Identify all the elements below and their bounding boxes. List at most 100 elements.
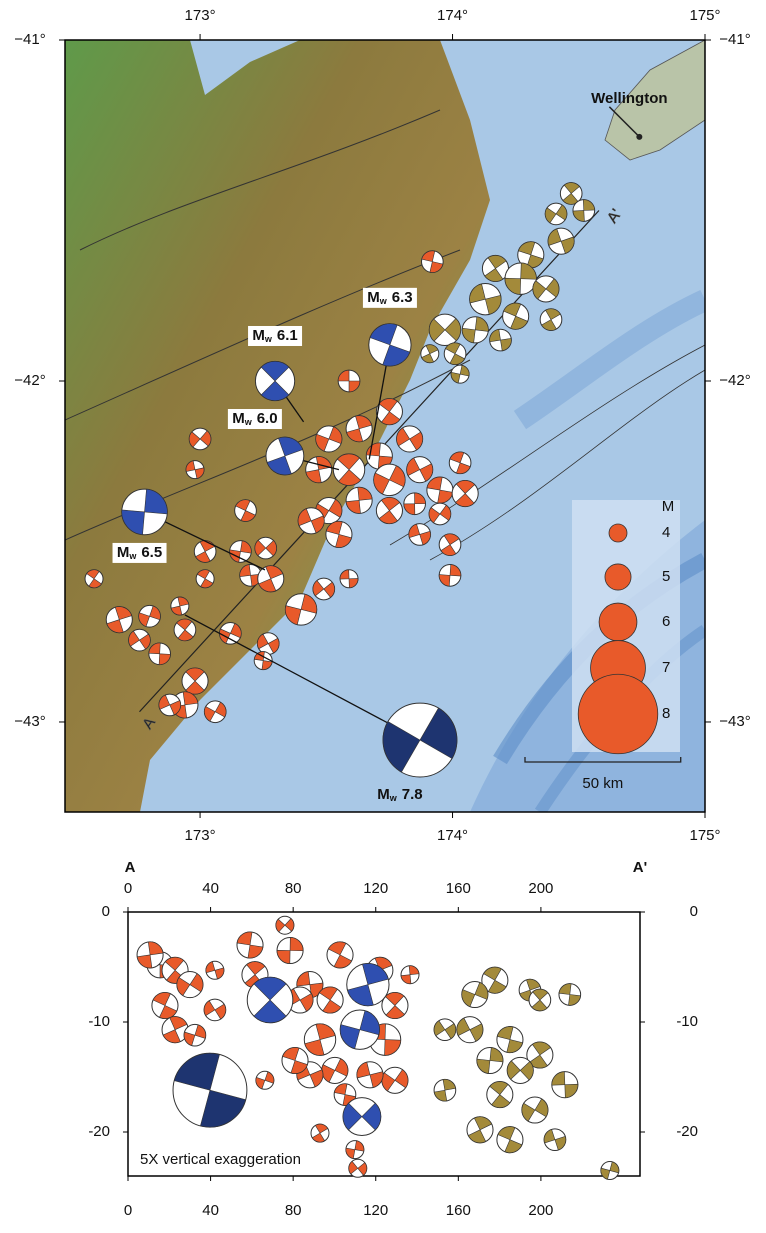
magnitude-value: 6.5 bbox=[141, 544, 162, 561]
focal-mechanism bbox=[343, 1098, 381, 1136]
focal-mechanism bbox=[601, 1162, 619, 1180]
focal-mechanism bbox=[256, 1071, 274, 1089]
focal-mechanism bbox=[306, 457, 332, 483]
focal-mechanism bbox=[230, 541, 252, 563]
focal-mechanism bbox=[340, 1010, 379, 1049]
focal-mechanism bbox=[346, 487, 372, 513]
magnitude-symbol: M bbox=[377, 786, 390, 803]
y-tick-label: -10 bbox=[88, 1013, 110, 1030]
magnitude-value: 6.3 bbox=[392, 289, 413, 306]
focal-mechanism bbox=[429, 503, 451, 525]
focal-mechanism bbox=[85, 570, 103, 588]
focal-mechanism bbox=[347, 963, 389, 1005]
focal-mechanism bbox=[276, 916, 294, 934]
focal-mechanism bbox=[349, 1159, 367, 1177]
focal-mechanism bbox=[194, 541, 216, 563]
focal-mechanism bbox=[174, 619, 196, 641]
magnitude-value: 6.0 bbox=[257, 410, 278, 427]
focal-mechanism bbox=[421, 251, 443, 273]
legend-symbol bbox=[605, 564, 631, 590]
focal-mechanism bbox=[401, 966, 419, 984]
focal-mechanism bbox=[257, 633, 279, 655]
y-tick-label: 0 bbox=[690, 903, 698, 920]
magnitude-subscript: w bbox=[264, 334, 273, 344]
focal-mechanism bbox=[326, 521, 352, 547]
focal-mechanism bbox=[434, 1079, 456, 1101]
x-tick-label: 175° bbox=[689, 827, 720, 844]
x-tick-label: 200 bbox=[528, 1202, 553, 1219]
focal-mechanism bbox=[177, 972, 203, 998]
focal-mechanism bbox=[522, 1097, 548, 1123]
x-tick-label: 40 bbox=[202, 880, 219, 897]
focal-mechanism bbox=[204, 701, 226, 723]
y-tick-label: -20 bbox=[676, 1123, 698, 1140]
focal-mechanism bbox=[503, 303, 529, 329]
focal-mechanism bbox=[106, 607, 132, 633]
focal-mechanism bbox=[311, 1124, 329, 1142]
focal-mechanism bbox=[404, 493, 426, 515]
focal-mechanism bbox=[357, 1062, 383, 1088]
focal-mechanism bbox=[407, 457, 433, 483]
legend-symbol bbox=[609, 524, 627, 542]
x-tick-label: 174° bbox=[437, 7, 468, 24]
x-tick-label: 200 bbox=[528, 880, 553, 897]
x-tick-label: 173° bbox=[185, 7, 216, 24]
focal-mechanism bbox=[304, 1024, 335, 1055]
focal-mechanism bbox=[451, 365, 469, 383]
focal-mechanism bbox=[186, 461, 204, 479]
focal-mechanism bbox=[559, 984, 581, 1006]
focal-mechanism bbox=[439, 534, 461, 556]
magnitude-subscript: w bbox=[128, 551, 137, 561]
focal-mechanism bbox=[316, 426, 342, 452]
focal-mechanism bbox=[152, 992, 178, 1018]
x-tick-label: 173° bbox=[185, 827, 216, 844]
focal-mechanism bbox=[490, 329, 512, 351]
focal-mechanism bbox=[507, 1057, 533, 1083]
x-tick-label: 175° bbox=[689, 7, 720, 24]
focal-mechanism bbox=[139, 605, 161, 627]
focal-mechanism bbox=[409, 524, 431, 546]
focal-mechanism bbox=[159, 694, 181, 716]
focal-mechanism bbox=[206, 961, 224, 979]
focal-mechanism bbox=[317, 987, 343, 1013]
legend-symbol bbox=[599, 603, 637, 641]
focal-mechanism bbox=[266, 437, 304, 475]
x-tick-label: 174° bbox=[437, 827, 468, 844]
y-tick-label: -20 bbox=[88, 1123, 110, 1140]
focal-mechanism bbox=[369, 324, 411, 366]
legend-label: 4 bbox=[662, 524, 670, 541]
focal-mechanism bbox=[533, 276, 559, 302]
focal-mechanism bbox=[182, 668, 208, 694]
legend-label: 6 bbox=[662, 613, 670, 630]
focal-mechanism bbox=[544, 1129, 566, 1151]
focal-mechanism bbox=[376, 399, 402, 425]
focal-mechanism bbox=[487, 1082, 513, 1108]
focal-mechanism bbox=[255, 361, 294, 400]
focal-mechanism bbox=[137, 942, 163, 968]
y-tick-label: -10 bbox=[676, 1013, 698, 1030]
focal-mechanism bbox=[340, 570, 358, 588]
focal-mechanism bbox=[173, 1053, 247, 1127]
focal-mechanism bbox=[285, 594, 316, 625]
focal-mechanism bbox=[505, 263, 536, 294]
profile-end-label: A' bbox=[633, 859, 647, 876]
scale-bar-label: 50 km bbox=[582, 775, 623, 792]
x-tick-label: 40 bbox=[202, 1202, 219, 1219]
focal-mechanism bbox=[327, 942, 353, 968]
y-tick-label: −41° bbox=[719, 31, 750, 48]
focal-mechanism bbox=[149, 643, 171, 665]
magnitude-symbol: M bbox=[252, 327, 265, 344]
x-tick-label: 80 bbox=[285, 880, 302, 897]
focal-mechanism bbox=[129, 629, 151, 651]
focal-mechanism bbox=[282, 1047, 308, 1073]
x-tick-label: 120 bbox=[363, 1202, 388, 1219]
magnitude-subscript: w bbox=[244, 417, 253, 427]
focal-mechanism bbox=[258, 566, 284, 592]
magnitude-subscript: w bbox=[389, 793, 398, 803]
focal-mechanism bbox=[470, 283, 501, 314]
focal-mechanism bbox=[189, 428, 211, 450]
focal-mechanism bbox=[184, 1024, 206, 1046]
figure: AA'WellingtonMw6.3Mw6.1Mw6.0Mw6.5Mw7.8 1… bbox=[0, 0, 766, 1228]
y-tick-label: −42° bbox=[719, 372, 750, 389]
focal-mechanism bbox=[434, 1019, 456, 1041]
